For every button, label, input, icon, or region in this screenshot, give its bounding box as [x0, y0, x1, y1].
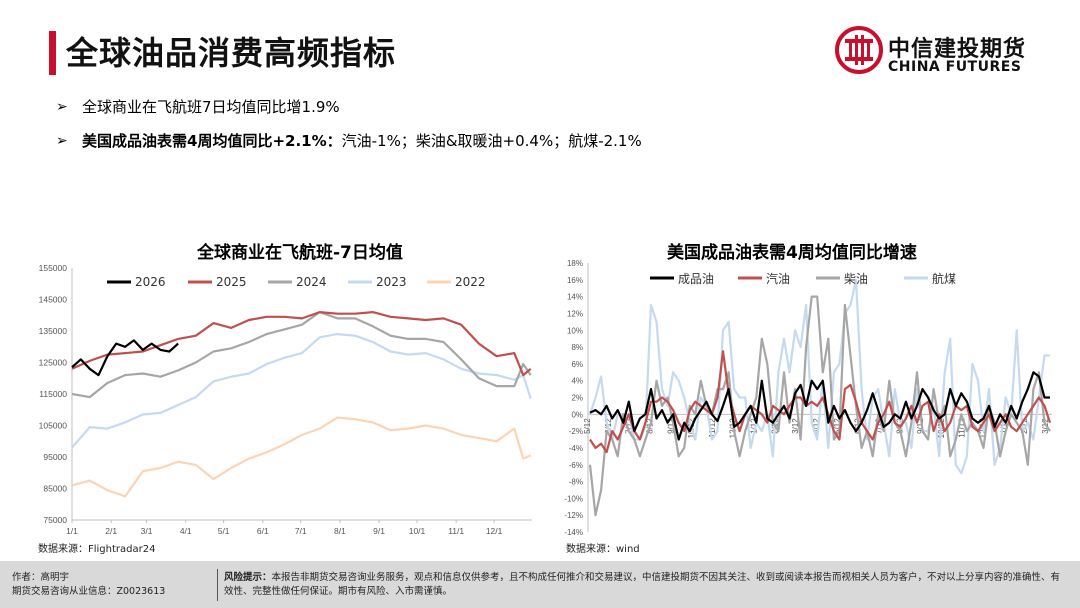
chart2-x-tick-label: 5/12 — [833, 418, 842, 434]
china-futures-logo-icon — [835, 26, 883, 74]
chart1-series-2022 — [71, 416, 532, 498]
chart2-x-tick-label: 7/12 — [874, 418, 883, 434]
chart2-y-tick-label: -8% — [569, 478, 583, 487]
footer-divider — [217, 569, 218, 601]
bullet-flights: ➢ 全球商业在飞航班7日均值同比增1.9% — [56, 96, 340, 117]
chart2-y-tick-label: 2% — [571, 394, 583, 403]
chart2-y-tick-label: -10% — [564, 494, 583, 503]
chart1-series-2025 — [71, 311, 532, 377]
chart1-x-tick-label: 5/1 — [218, 526, 230, 536]
chart1-y-tick-label: 85000 — [43, 484, 67, 494]
chart2-x-tick-label: 4/12 — [812, 418, 821, 434]
chart2-y-tick-label: 10% — [567, 326, 583, 335]
chart2-legend-label-成品油: 成品油 — [678, 272, 714, 286]
chart1-x-tick-label: 10/1 — [409, 526, 426, 536]
bullet-arrow-icon: ➢ — [56, 98, 68, 115]
footer-risk-label: 风险提示： — [224, 572, 272, 583]
chart1-y-tick-label: 125000 — [39, 358, 68, 368]
footer-license: 期货交易咨询从业信息：Z0023613 — [12, 586, 166, 597]
chart2-y-tick-label: 8% — [571, 343, 583, 352]
chart1-y-tick-label: 145000 — [39, 295, 68, 305]
bullet-text: 汽油-1%；柴油&取暖油+0.4%；航煤-2.1% — [341, 132, 642, 150]
chart1-y-tick-label: 115000 — [39, 389, 67, 399]
title-accent-bar — [49, 31, 56, 75]
bullet-text: 全球商业在飞航班7日均值同比增1.9% — [82, 98, 340, 116]
chart1-x-tick-label: 11/1 — [448, 526, 464, 536]
chart2-x-tick-label: 11/12 — [708, 418, 717, 438]
chart2-x-tick-label: 11/12 — [958, 418, 967, 438]
chart2-series-航煤 — [588, 278, 1050, 475]
footer-author-block: 作者：高明宇 期货交易咨询从业信息：Z0023613 — [12, 571, 165, 599]
chart1-x-tick-label: 1/1 — [66, 526, 78, 536]
chart2-x-tick-label: 9/12 — [916, 418, 925, 434]
chart2-y-tick-label: 6% — [571, 360, 583, 369]
chart1-legend-label-2022: 2022 — [455, 275, 486, 289]
chart1-series-2024 — [71, 311, 532, 399]
chart1-series-2023 — [71, 333, 532, 449]
chart2-x-tick-label: 9/12 — [666, 418, 675, 434]
chart1-y-tick-label: 135000 — [39, 326, 68, 336]
chart2-series-汽油 — [589, 350, 1052, 454]
chart1-y-tick-label: 95000 — [43, 452, 67, 462]
chart1-legend-label-2026: 2026 — [135, 275, 166, 289]
chart1-title: 全球商业在飞航班-7日均值 — [197, 243, 403, 263]
chart1-x-tick-label: 3/1 — [141, 526, 153, 536]
chart1-legend-label-2025: 2025 — [216, 275, 247, 289]
chart1-y-tick-label: 105000 — [39, 421, 68, 431]
chart2-y-tick-label: -6% — [569, 461, 583, 470]
chart2-y-tick-label: -14% — [564, 528, 583, 537]
chart1-x-tick-label: 6/1 — [257, 526, 269, 536]
chart1-legend-label-2024: 2024 — [296, 275, 327, 289]
chart2-legend-label-航煤: 航煤 — [932, 271, 956, 286]
chart2-x-tick-label: 1/12 — [999, 418, 1008, 434]
chart2-y-tick-label: -12% — [564, 511, 583, 520]
footer-risk-text: 本报告非期货交易咨询业务服务，观点和信息仅供参考，且不构成任何推介和交易建议，中… — [224, 572, 1061, 597]
chart2-y-tick-label: 14% — [567, 293, 583, 302]
chart2-y-tick-label: -4% — [569, 444, 583, 453]
chart1-series-2026 — [71, 339, 179, 377]
chart2-x-tick-label: 3/12 — [791, 418, 800, 434]
chart2-legend-label-汽油: 汽油 — [766, 271, 790, 286]
chart2-y-tick-label: 0% — [571, 410, 583, 419]
chart1-legend-label-2023: 2023 — [376, 275, 407, 289]
chart1-y-tick-label: 155000 — [39, 263, 68, 273]
bullet-arrow-icon: ➢ — [56, 132, 68, 149]
footer-author: 作者：高明宇 — [12, 572, 70, 583]
footer-risk-block: 风险提示：本报告非期货交易咨询业务服务，观点和信息仅供参考，且不构成任何推介和交… — [224, 571, 1064, 599]
company-logo: 中信建投期货 CHINA FUTURES — [834, 25, 1034, 79]
chart1-x-tick-label: 9/1 — [373, 526, 385, 536]
chart2-series-柴油 — [588, 295, 1051, 517]
chart2-y-tick-label: 18% — [567, 259, 583, 268]
chart2-x-tick-label: 1/12 — [750, 418, 759, 434]
chart2-x-tick-label: 5/12 — [583, 418, 592, 434]
chart1-x-tick-label: 12/1 — [486, 526, 503, 536]
logo-english-name: CHINA FUTURES — [888, 59, 1022, 75]
chart2-y-tick-label: 4% — [571, 377, 583, 386]
chart2-y-tick-label: 12% — [567, 309, 583, 318]
chart1-x-tick-label: 7/1 — [295, 526, 307, 536]
chart2-legend-label-柴油: 柴油 — [844, 272, 868, 286]
chart1-x-tick-label: 4/1 — [180, 526, 192, 536]
bullet-bold-text: 美国成品油表需4周均值同比+2.1%： — [82, 132, 342, 150]
chart2-title: 美国成品油表需4周均值同比增速 — [667, 243, 917, 263]
bullet-us-demand: ➢ 美国成品油表需4周均值同比+2.1%： 汽油-1%；柴油&取暖油+0.4%；… — [56, 130, 642, 151]
chart2-y-tick-label: -2% — [569, 427, 583, 436]
chart2-y-tick-label: 16% — [567, 276, 583, 285]
chart2-series-成品油 — [589, 371, 1050, 441]
chart1-y-tick-label: 75000 — [43, 515, 67, 525]
page-title: 全球油品消费高频指标 — [66, 34, 397, 72]
footer: 作者：高明宇 期货交易咨询从业信息：Z0023613 风险提示：本报告非期货交易… — [0, 561, 1080, 608]
chart1-source: 数据来源：Flightradar24 — [38, 544, 156, 555]
chart2-x-tick-label: 7/12 — [625, 418, 634, 434]
chart1-x-tick-label: 8/1 — [334, 526, 346, 536]
chart2-source: 数据来源：wind — [566, 544, 640, 555]
chart1-x-tick-label: 2/1 — [105, 526, 117, 536]
logo-chinese-name: 中信建投期货 — [888, 37, 1027, 62]
